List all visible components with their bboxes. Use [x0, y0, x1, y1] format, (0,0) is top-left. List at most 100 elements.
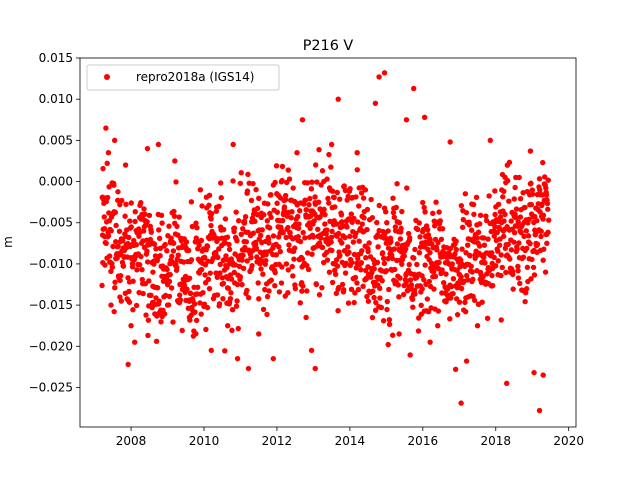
data-point — [384, 220, 390, 226]
data-point — [388, 238, 394, 245]
data-point — [245, 365, 252, 372]
data-point — [383, 268, 390, 274]
data-point — [130, 278, 136, 284]
data-point — [421, 204, 427, 211]
data-point — [304, 288, 310, 294]
y-tick-label: 0.015 — [39, 51, 73, 65]
data-point — [406, 261, 412, 268]
data-point — [364, 293, 370, 300]
data-point — [144, 248, 150, 254]
data-point — [162, 241, 168, 248]
data-point — [216, 246, 222, 252]
data-point — [506, 159, 513, 166]
data-point — [227, 296, 234, 302]
data-point — [226, 246, 233, 253]
data-point — [290, 273, 296, 279]
data-point — [366, 240, 372, 246]
data-point — [431, 268, 437, 275]
data-point — [224, 234, 231, 240]
data-point — [217, 180, 224, 186]
data-point — [456, 299, 463, 305]
data-point — [256, 195, 262, 201]
data-point — [151, 241, 158, 247]
data-point — [412, 291, 418, 297]
data-point — [170, 248, 177, 254]
data-point — [517, 195, 524, 202]
data-point — [497, 236, 503, 242]
data-point — [374, 259, 381, 266]
data-point — [265, 201, 271, 207]
data-point — [144, 218, 150, 225]
data-point — [193, 220, 199, 226]
data-point — [144, 145, 151, 152]
data-point — [477, 212, 484, 219]
data-point — [326, 269, 333, 275]
data-point — [414, 261, 420, 268]
data-point — [230, 141, 236, 148]
data-point — [335, 96, 341, 102]
data-point — [128, 322, 134, 329]
data-point — [543, 185, 549, 191]
data-point — [237, 274, 244, 280]
data-point — [525, 233, 532, 239]
data-point — [353, 230, 359, 237]
data-point — [295, 233, 301, 240]
data-point — [139, 276, 145, 283]
data-point — [350, 239, 357, 245]
data-point — [465, 277, 471, 283]
data-point — [248, 254, 254, 261]
data-point — [132, 218, 138, 225]
data-point — [272, 179, 278, 186]
data-point — [528, 201, 535, 208]
data-point — [468, 263, 474, 270]
data-point — [213, 208, 220, 214]
data-point — [381, 255, 387, 262]
x-tick-label: 2018 — [480, 434, 511, 448]
data-point — [537, 209, 543, 215]
data-point — [280, 230, 286, 236]
data-point — [372, 100, 379, 107]
data-point — [483, 213, 489, 219]
data-point — [125, 361, 131, 368]
data-point — [279, 177, 285, 184]
data-point — [336, 284, 342, 291]
data-point — [184, 286, 190, 292]
data-point — [356, 203, 362, 209]
data-point — [233, 209, 239, 215]
data-point — [316, 146, 322, 153]
data-point — [385, 255, 391, 262]
data-point — [506, 198, 512, 204]
data-point — [122, 213, 128, 219]
data-point — [384, 306, 390, 313]
data-point — [397, 236, 404, 242]
data-point — [308, 347, 315, 354]
data-point — [378, 304, 385, 311]
data-point — [335, 230, 342, 237]
data-point — [308, 186, 315, 192]
data-point — [296, 221, 302, 227]
data-point — [539, 192, 546, 198]
data-point — [161, 311, 168, 317]
data-point — [116, 228, 123, 235]
data-point — [389, 255, 396, 262]
data-point — [236, 263, 243, 270]
data-point — [540, 159, 546, 166]
data-point — [339, 240, 345, 246]
data-point — [270, 233, 277, 239]
data-point — [244, 287, 250, 294]
data-point — [481, 235, 487, 241]
data-point — [466, 222, 472, 228]
data-point — [132, 209, 138, 215]
data-point — [334, 189, 340, 196]
data-point — [393, 204, 399, 211]
data-point — [112, 279, 118, 285]
data-point — [463, 272, 470, 279]
data-point — [111, 137, 118, 144]
data-point — [229, 327, 235, 334]
data-point — [250, 180, 256, 187]
data-point — [363, 254, 369, 261]
data-point — [285, 167, 292, 173]
data-point — [234, 298, 240, 304]
data-point — [492, 188, 498, 194]
data-point — [489, 250, 495, 256]
